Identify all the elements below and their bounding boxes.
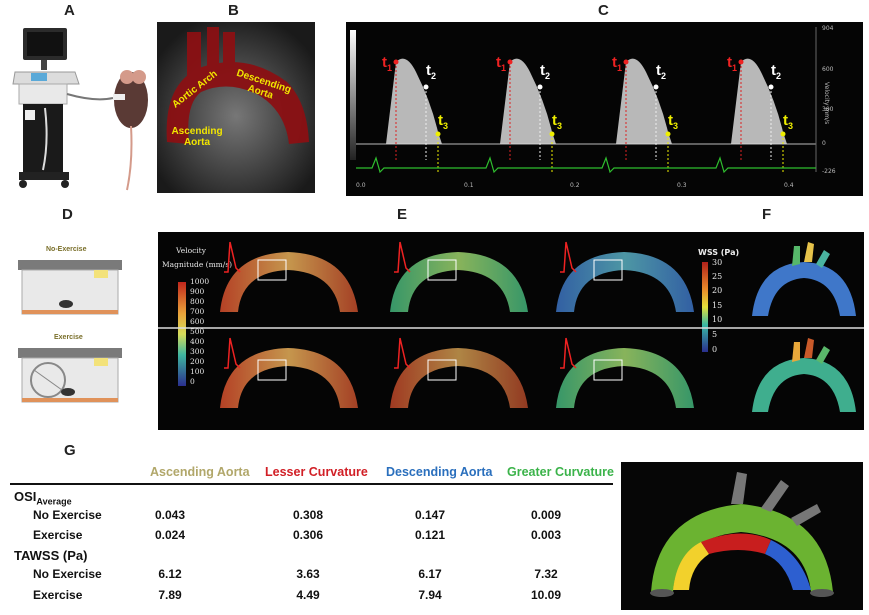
- exercise-cage-illustration: [18, 348, 122, 403]
- panel-label-b: B: [228, 2, 239, 19]
- legend-tick: 600: [190, 317, 205, 326]
- table-cell: 0.009: [530, 508, 562, 522]
- legend-tick: 700: [190, 307, 205, 316]
- wss-aorta-models: [696, 242, 864, 412]
- table-cell: 0.003: [530, 528, 562, 542]
- legend-tick: 1000: [190, 277, 210, 286]
- t3-label: t3: [438, 112, 449, 131]
- t1-label: t1: [382, 54, 393, 73]
- panel-d-cages: No-Exercise Exercise: [10, 232, 140, 422]
- column-header-descending: Descending Aorta: [386, 465, 493, 479]
- t2-label: t2: [771, 62, 782, 81]
- table-cell: 0.121: [414, 528, 446, 542]
- panel-f-wss: WSS (Pa) 30 25 20 15 10 5 0: [696, 232, 864, 430]
- panel-a-illustration: [5, 22, 155, 197]
- t1-label: t1: [496, 54, 507, 73]
- wss-tick: 25: [712, 272, 723, 281]
- wss-tick: 10: [712, 315, 723, 324]
- panel-label-e: E: [397, 206, 408, 223]
- table-cell: 7.32: [534, 567, 558, 581]
- panel-label-c: C: [598, 2, 609, 19]
- table-cell: 0.306: [292, 528, 324, 542]
- panel-label-g: G: [64, 442, 76, 459]
- t3-label: t3: [668, 112, 679, 131]
- wss-tick: 30: [712, 258, 723, 267]
- table-cell: 7.94: [418, 588, 442, 602]
- x-tick: 0.1: [464, 182, 474, 189]
- column-header-greater: Greater Curvature: [507, 465, 614, 479]
- t1-label: t1: [727, 54, 738, 73]
- osi-section-label: OSIAverage: [14, 489, 72, 507]
- t3-label: t3: [783, 112, 794, 131]
- y-tick: 904: [822, 25, 834, 32]
- wss-tick: 20: [712, 286, 723, 295]
- panel-b-mri-image: Aortic Arch Descending Aorta Ascending A…: [157, 22, 315, 193]
- t2-label: t2: [540, 62, 551, 81]
- table-cell: 3.63: [296, 567, 320, 581]
- t2-label: t2: [656, 62, 667, 81]
- panel-label-f: F: [762, 206, 772, 223]
- no-exercise-label: No-Exercise: [46, 246, 87, 253]
- y-tick: 300: [822, 106, 834, 113]
- table-cell: 10.09: [530, 588, 562, 602]
- legend-tick: 400: [190, 337, 205, 346]
- legend-tick: 500: [190, 327, 205, 336]
- wss-tick: 5: [712, 330, 718, 339]
- t1-label: t1: [612, 54, 623, 73]
- no-exercise-cage-illustration: [18, 260, 122, 315]
- legend-tick: 200: [190, 357, 205, 366]
- column-header-ascending: Ascending Aorta: [150, 465, 250, 479]
- x-tick: 0.3: [677, 182, 687, 189]
- t3-label: t3: [552, 112, 563, 131]
- table-cell: 6.17: [418, 567, 442, 581]
- y-axis-label: Velocity mm/s: [823, 82, 830, 125]
- x-tick: 0.0: [356, 182, 366, 189]
- wss-colorbar: [702, 262, 708, 352]
- panel-e-streamlines: Velocity Magnitude (mm/s) 1000 900 800 7…: [158, 232, 696, 430]
- row-label: Exercise: [33, 528, 83, 542]
- row-label: No Exercise: [33, 567, 102, 581]
- legend-tick: 100: [190, 367, 205, 376]
- panel-label-d: D: [62, 206, 73, 223]
- table-cell: 7.89: [158, 588, 182, 602]
- ultrasound-machine-illustration: [12, 28, 148, 191]
- y-tick: -226: [822, 168, 836, 175]
- aorta-region-illustration: [650, 472, 834, 597]
- wss-legend-title: WSS (Pa): [698, 248, 740, 257]
- wss-tick: 15: [712, 301, 723, 310]
- streamline-arches: [158, 241, 696, 408]
- wss-tick: 0: [712, 345, 718, 354]
- row-label: No Exercise: [33, 508, 102, 522]
- aorta-region-model: [621, 462, 863, 610]
- legend-tick: 800: [190, 297, 205, 306]
- table-cell: 0.024: [154, 528, 186, 542]
- y-tick: 0: [822, 140, 826, 147]
- panel-label-a: A: [64, 2, 75, 19]
- y-tick: 600: [822, 66, 834, 73]
- legend-title: Magnitude (mm/s): [162, 260, 233, 269]
- doppler-waveform: [350, 27, 817, 174]
- exercise-label: Exercise: [54, 334, 83, 341]
- table-cell: 0.147: [414, 508, 446, 522]
- x-tick: 0.4: [784, 182, 794, 189]
- table-rule: [10, 483, 613, 485]
- column-header-lesser: Lesser Curvature: [265, 465, 368, 479]
- aorta-segmentation: [157, 22, 315, 193]
- row-label: Exercise: [33, 588, 83, 602]
- table-cell: 0.308: [292, 508, 324, 522]
- tawss-section-label: TAWSS (Pa): [14, 548, 88, 563]
- legend-tick: 900: [190, 287, 205, 296]
- x-tick: 0.2: [570, 182, 580, 189]
- velocity-colorbar: [178, 282, 186, 386]
- t2-label: t2: [426, 62, 437, 81]
- table-cell: 6.12: [158, 567, 182, 581]
- ascending-aorta-label: Ascending Aorta: [171, 126, 223, 148]
- table-cell: 0.043: [154, 508, 186, 522]
- legend-title: Velocity: [176, 246, 206, 255]
- table-cell: 4.49: [296, 588, 320, 602]
- legend-tick: 300: [190, 347, 205, 356]
- legend-tick: 0: [190, 377, 195, 386]
- panel-c-doppler: t1 t2 t3 t1 t2 t3 t1 t2 t3 t1 t2 t3 904 …: [346, 22, 863, 196]
